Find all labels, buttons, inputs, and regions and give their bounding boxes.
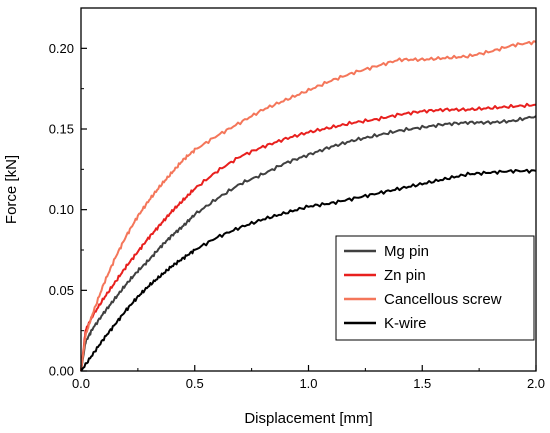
series-line-zn-pin bbox=[80, 102, 537, 372]
y-tick-label: 0.10 bbox=[49, 202, 74, 217]
plot-frame bbox=[80, 7, 537, 372]
y-axis-ticks: 0.00 0.05 0.10 0.15 0.20 bbox=[49, 41, 87, 379]
series-line-mg-pin bbox=[80, 115, 537, 372]
series-line-k-wire bbox=[80, 168, 537, 372]
legend-label: Zn pin bbox=[384, 267, 426, 284]
x-tick-label: 0.5 bbox=[186, 376, 204, 391]
y-tick-label: 0.20 bbox=[49, 41, 74, 56]
x-axis-ticks: 0.0 0.5 1.0 1.5 2.0 bbox=[72, 365, 545, 391]
series-layer bbox=[80, 40, 537, 372]
x-tick-label: 1.5 bbox=[413, 376, 431, 391]
x-tick-label: 1.0 bbox=[299, 376, 317, 391]
series-line-cancellous-screw bbox=[80, 40, 537, 372]
legend: Mg pin Zn pin Cancellous screw K-wire bbox=[335, 235, 535, 341]
y-tick-label: 0.05 bbox=[49, 283, 74, 298]
x-tick-label: 2.0 bbox=[527, 376, 545, 391]
y-axis-label: Force [kN] bbox=[3, 155, 20, 224]
y-tick-label: 0.00 bbox=[49, 364, 74, 379]
y-tick-label: 0.15 bbox=[49, 122, 74, 137]
x-axis-label: Displacement [mm] bbox=[244, 410, 372, 427]
legend-label: Cancellous screw bbox=[384, 291, 502, 308]
legend-label: Mg pin bbox=[384, 243, 429, 260]
x-tick-label: 0.0 bbox=[72, 376, 90, 391]
legend-label: K-wire bbox=[384, 315, 427, 332]
